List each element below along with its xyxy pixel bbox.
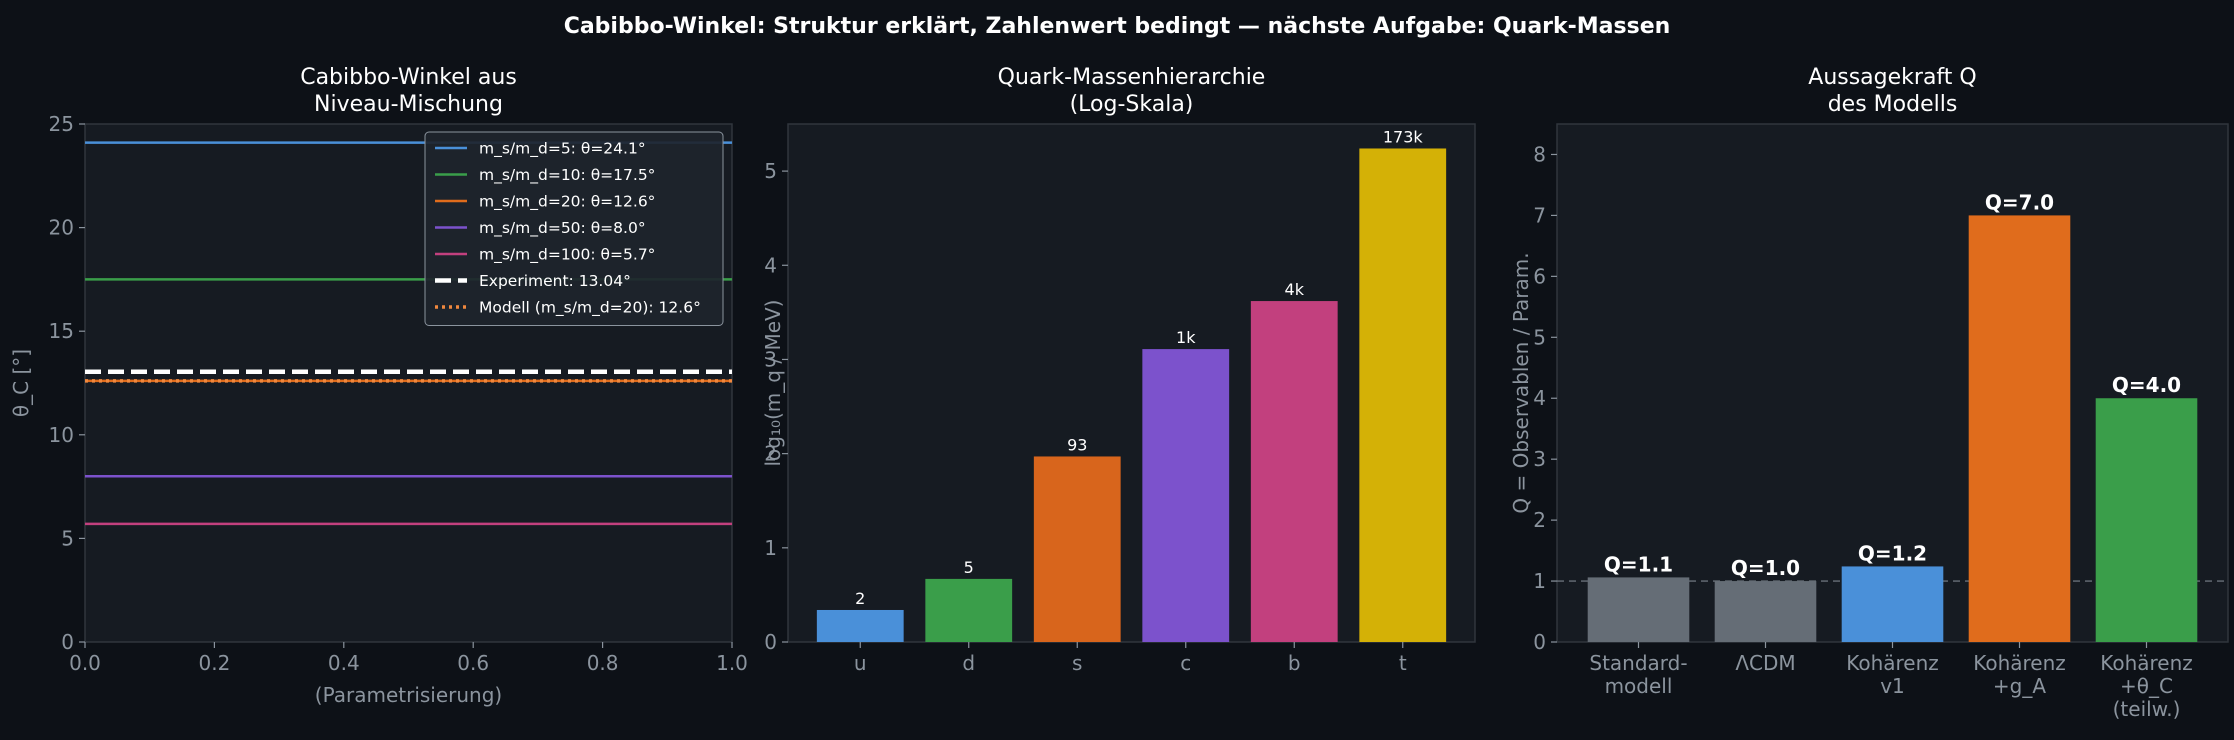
bar-value-label: 93 (1067, 435, 1087, 454)
x-tick-label: Kohärenz (1973, 651, 2066, 675)
x-tick-label: 0.2 (198, 651, 230, 675)
legend-box (424, 131, 724, 326)
x-tick-label: Standard- (1589, 651, 1687, 675)
y-tick-label: 5 (764, 159, 777, 183)
bar (1968, 215, 2071, 643)
bar-value-label: 173k (1383, 127, 1424, 146)
x-tick-label: s (1072, 651, 1082, 675)
x-tick-label: ΛCDM (1735, 651, 1795, 675)
x-tick-label: modell (1605, 674, 1673, 698)
legend-label: m_s/m_d=10: θ=17.5° (479, 166, 655, 185)
y-tick-label: 1 (764, 536, 777, 560)
bar-value-label: Q=1.0 (1731, 556, 1800, 580)
bar (1359, 148, 1447, 642)
y-tick-label: 4 (1533, 386, 1546, 410)
y-tick-label: 2 (764, 442, 777, 466)
x-tick-label: +θ_C (2120, 674, 2173, 698)
bar-value-label: Q=1.1 (1604, 552, 1673, 576)
y-tick-label: 8 (1533, 142, 1546, 166)
bar-value-label: Q=7.0 (1985, 190, 2054, 214)
y-tick-label: 20 (49, 216, 74, 240)
y-tick-label: 6 (1533, 264, 1546, 288)
x-tick-label: (teilw.) (2113, 697, 2181, 721)
bar (925, 578, 1013, 642)
quark-mass-chart: Quark-Massenhierarchie(Log-Skala) 0 1 2 3 4 5 l… (761, 65, 1476, 675)
bar-value-label: Q=4.0 (2112, 373, 2181, 397)
bar (2095, 398, 2198, 642)
x-tick-label: u (854, 651, 867, 675)
x-tick-label: b (1288, 651, 1301, 675)
x-tick-label: 1.0 (716, 651, 748, 675)
legend-label: m_s/m_d=50: θ=8.0° (479, 219, 646, 238)
y-tick-label: 0 (61, 630, 74, 654)
legend-label: Modell (m_s/m_d=20): 12.6° (479, 299, 701, 318)
bar-value-label: 5 (964, 558, 974, 577)
y-tick-label: 4 (764, 253, 777, 277)
x-tick-label: d (962, 651, 975, 675)
y-tick-label: 15 (49, 319, 74, 343)
bar (1587, 577, 1690, 642)
x-tick-label: 0.8 (587, 651, 619, 675)
y-tick-label: 0 (1533, 630, 1546, 654)
x-tick-label: 0.0 (69, 651, 101, 675)
y-tick-label: 5 (1533, 325, 1546, 349)
bar (1250, 301, 1338, 642)
legend-label: m_s/m_d=5: θ=24.1° (479, 140, 646, 159)
chart-title: Cabibbo-Winkel aus (300, 65, 517, 90)
chart-title: Niveau-Mischung (314, 92, 503, 117)
y-tick-label: 3 (1533, 447, 1546, 471)
bar (1142, 349, 1230, 642)
bar (1033, 456, 1121, 642)
y-tick-label: 3 (764, 347, 777, 371)
x-axis-label: (Parametrisierung) (315, 683, 502, 707)
x-tick-label: t (1399, 651, 1407, 675)
bar-value-label: 2 (855, 589, 865, 608)
legend-label: Experiment: 13.04° (479, 272, 631, 290)
bar (816, 609, 904, 642)
bar (1714, 581, 1817, 642)
legend-label: m_s/m_d=20: θ=12.6° (479, 193, 655, 212)
chart-title: des Modells (1828, 92, 1958, 117)
x-tick-label: +g_A (1993, 674, 2046, 698)
y-axis-label: θ_C [°] (9, 349, 33, 417)
x-tick-label: Kohärenz (2100, 651, 2193, 675)
y-tick-label: 10 (49, 423, 74, 447)
y-tick-label: 7 (1533, 203, 1546, 227)
legend: m_s/m_d=5: θ=24.1° m_s/m_d=10: θ=17.5° m_s… (424, 131, 724, 326)
bar (1841, 566, 1944, 642)
chart-title: Aussagekraft Q (1808, 65, 1976, 90)
chart-title: Quark-Massenhierarchie (998, 65, 1266, 90)
bar-value-label: Q=1.2 (1858, 541, 1927, 565)
bar-value-label: 1k (1176, 328, 1196, 347)
chart-title: (Log-Skala) (1070, 92, 1194, 117)
legend-label: m_s/m_d=100: θ=5.7° (479, 246, 655, 265)
bar-value-label: 4k (1285, 280, 1305, 299)
x-tick-label: 0.6 (457, 651, 489, 675)
figure-suptitle: Cabibbo-Winkel: Struktur erklärt, Zahlen… (564, 14, 1671, 39)
y-axis-label: Q = Observablen / Param. (1509, 252, 1533, 513)
x-tick-label: 0.4 (328, 651, 360, 675)
y-tick-label: 0 (764, 630, 777, 654)
x-tick-label: c (1180, 651, 1191, 675)
x-tick-label: v1 (1880, 674, 1905, 698)
y-tick-label: 2 (1533, 508, 1546, 532)
x-tick-label: Kohärenz (1846, 651, 1939, 675)
y-tick-label: 1 (1533, 569, 1546, 593)
y-axis-label: log₁₀(m_q / MeV) (761, 299, 785, 466)
y-tick-label: 5 (61, 526, 74, 550)
y-tick-label: 25 (49, 112, 74, 136)
